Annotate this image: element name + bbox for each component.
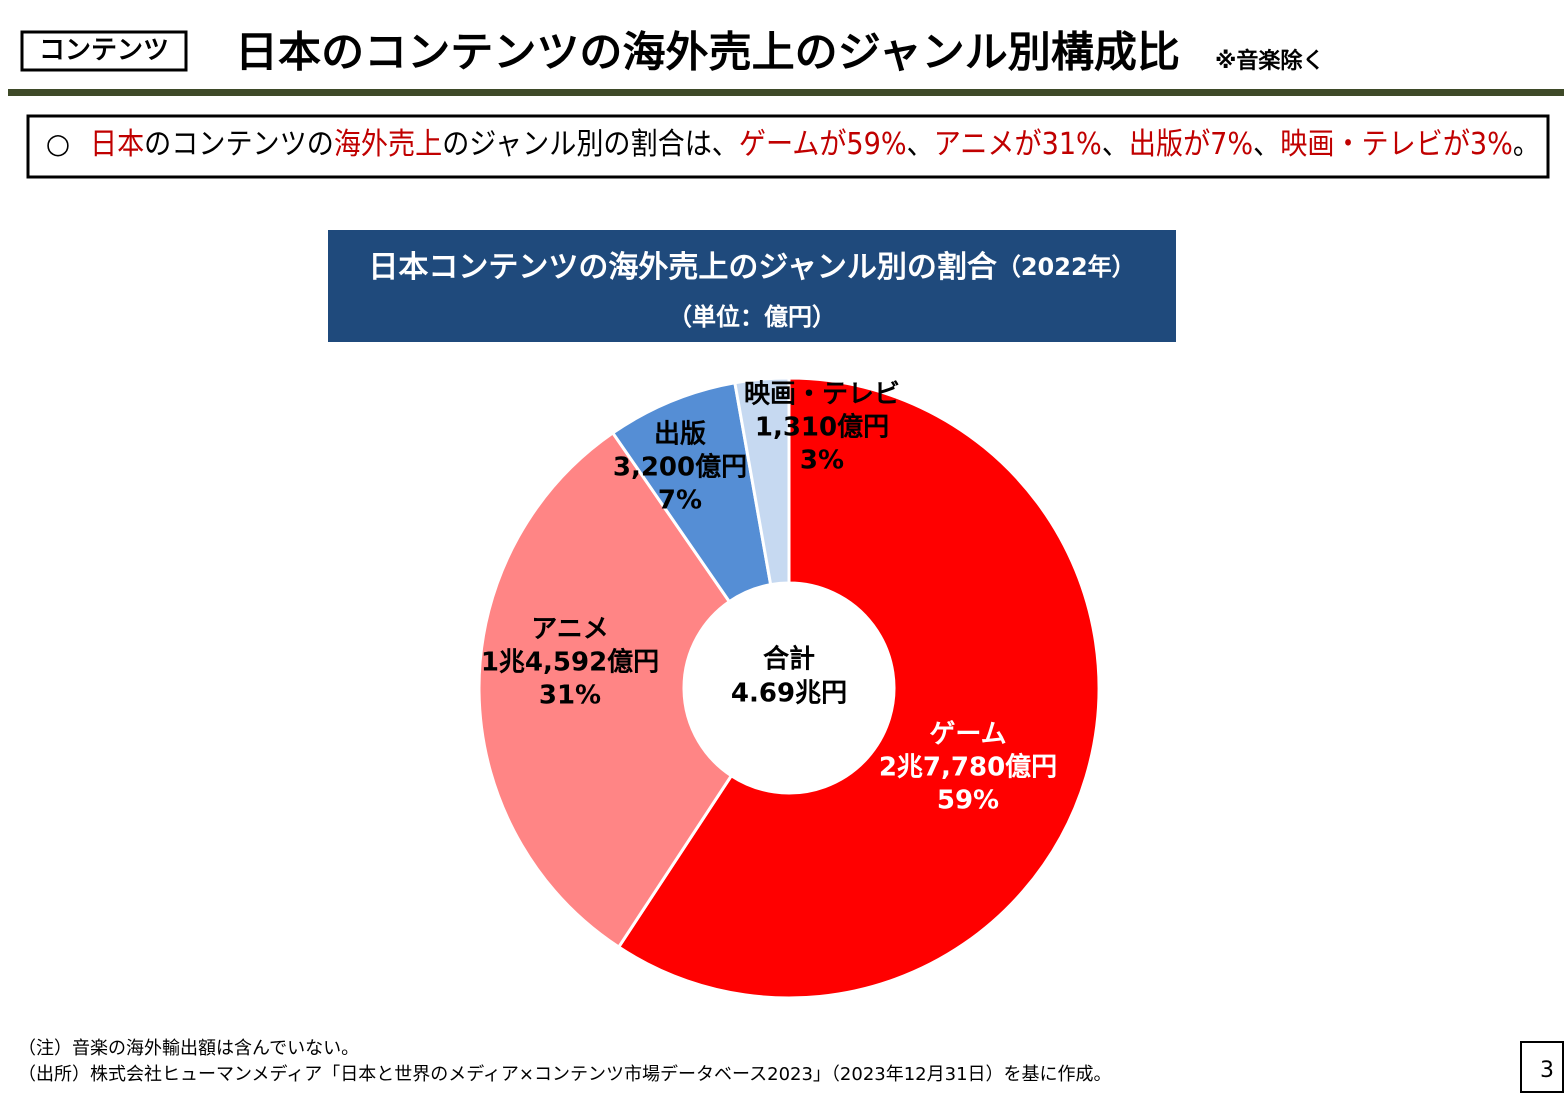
slice-value-label: 3,200億円 (613, 453, 747, 483)
center-label: 4.69兆円 (731, 679, 847, 709)
slice-percent-label: 3% (800, 446, 844, 476)
summary-segment: ゲームが59% (739, 127, 907, 162)
page-number-box (1520, 1041, 1564, 1093)
chart-title-box (328, 230, 1176, 342)
summary-segment: 映画・テレビが3% (1280, 127, 1513, 162)
summary-segment: 。 (1513, 127, 1540, 162)
chart-title: 日本コンテンツの海外売上のジャンル別の割合（2022年） (368, 250, 1135, 285)
slice-value-label: 1,310億円 (755, 413, 889, 443)
chart-subtitle: （単位：億円） (668, 303, 836, 331)
page-number: 3 (1540, 1058, 1554, 1083)
summary-segment: のコンテンツの (144, 127, 334, 162)
chart-title-main: 日本コンテンツの海外売上のジャンル別の割合 (368, 250, 997, 285)
summary-segment: 出版が7% (1129, 127, 1253, 162)
footnote: （出所）株式会社ヒューマンメディア「日本と世界のメディア×コンテンツ市場データベ… (18, 1064, 1112, 1085)
slice-percent-label: 59% (937, 786, 999, 816)
donut-slice (616, 376, 1101, 1000)
donut-slice (477, 430, 734, 950)
slide-title: 日本のコンテンツの海外売上のジャンル別構成比 (235, 28, 1180, 77)
tag-box (20, 30, 188, 72)
donut-slice (733, 376, 791, 587)
center-label: 合計 (763, 644, 815, 675)
slice-value-label: 2兆7,780億円 (879, 753, 1057, 783)
summary-text: 日本のコンテンツの海外売上のジャンル別の割合は、ゲームが59%、アニメが31%、… (90, 127, 1540, 162)
summary-box (26, 114, 1550, 179)
chart-title-year: （2022年） (997, 253, 1136, 281)
summary-segment: 、 (907, 127, 934, 162)
header-rule (8, 89, 1564, 96)
slice-category: アニメ (531, 615, 608, 645)
summary-segment: 海外売上 (334, 127, 442, 162)
summary-segment: のジャンル別の割合は、 (442, 127, 739, 162)
summary-marker: ○ (46, 127, 70, 160)
tag: コンテンツ (39, 36, 169, 66)
summary-segment: 、 (1102, 127, 1129, 162)
slice-percent-label: 31% (539, 681, 601, 711)
summary-segment: 、 (1253, 127, 1280, 162)
title-note: ※音楽除く (1215, 48, 1324, 74)
summary-segment: 日本 (90, 127, 144, 162)
slice-percent-label: 7% (658, 486, 702, 516)
summary-segment: アニメが31% (934, 127, 1102, 162)
slice-category: ゲーム (929, 720, 1006, 750)
footnote: （注）音楽の海外輸出額は含んでいない。 (18, 1038, 359, 1059)
slice-category: 出版 (654, 420, 706, 450)
slice-value-label: 1兆4,592億円 (481, 648, 659, 678)
slice-category: 映画・テレビ (744, 380, 900, 410)
